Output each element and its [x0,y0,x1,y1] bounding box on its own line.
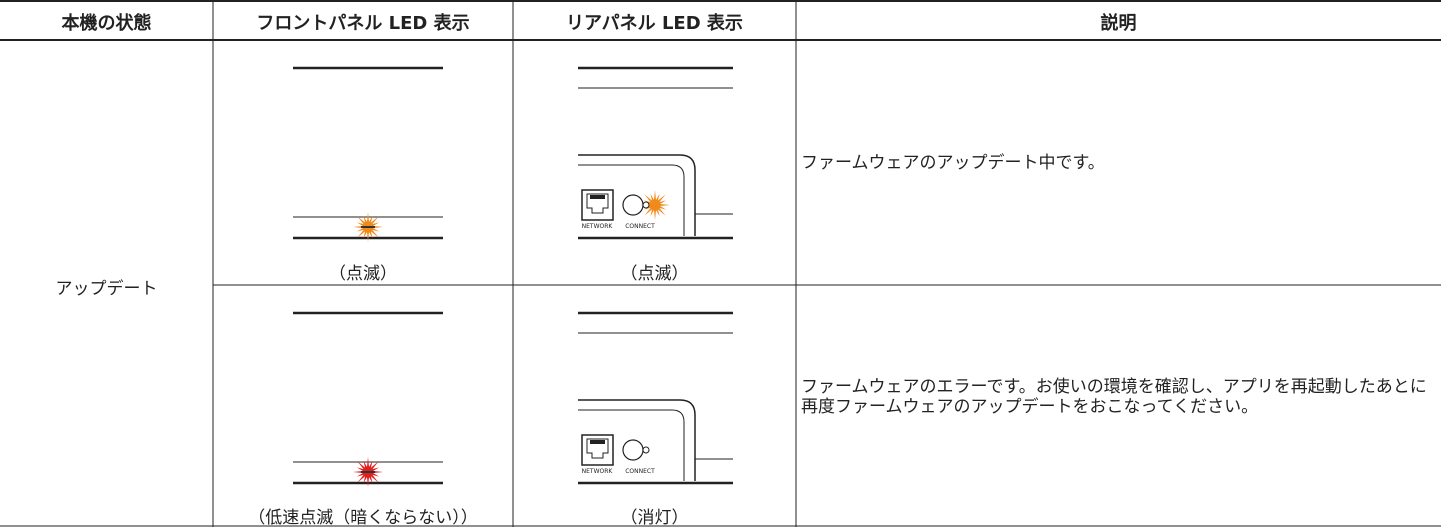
connect-led [642,446,650,454]
header-cell: 本機の状態 [61,13,152,34]
device-outline [578,409,685,481]
network-jack [586,438,609,459]
header-cell: 説明 [1100,13,1137,34]
panel-label: CONNECT [625,223,655,230]
connect-button [622,439,644,461]
panel-label: NETWORK [582,223,614,230]
rear-caption: （点滅） [620,264,689,284]
network-jack [586,193,609,214]
panel-label: NETWORK [582,468,614,475]
device-outline [578,164,685,236]
device-outline [578,399,696,481]
jack-pins [590,440,605,444]
panel-label: CONNECT [625,468,655,475]
illustrations: NETWORK CONNECT NETWORK CONNECT [293,66,733,487]
state-cell: アップデート [55,279,158,299]
front-caption: （低速点滅（暗くならない）） [248,508,478,527]
led-burst [640,190,670,220]
device-outline [578,154,696,236]
header-cell: リアパネル LED 表示 [566,13,743,34]
description: ファームウェアのエラーです。お使いの環境を確認し、アプリを再起動したあとに再度フ… [801,377,1427,417]
connect-led [642,201,650,209]
jack-pins [590,195,605,199]
header-cell: フロントパネル LED 表示 [256,13,470,34]
front-caption: （点滅） [329,264,397,284]
rear-caption: （消灯） [620,508,689,527]
description: ファームウェアのアップデート中です。 [801,153,1105,173]
